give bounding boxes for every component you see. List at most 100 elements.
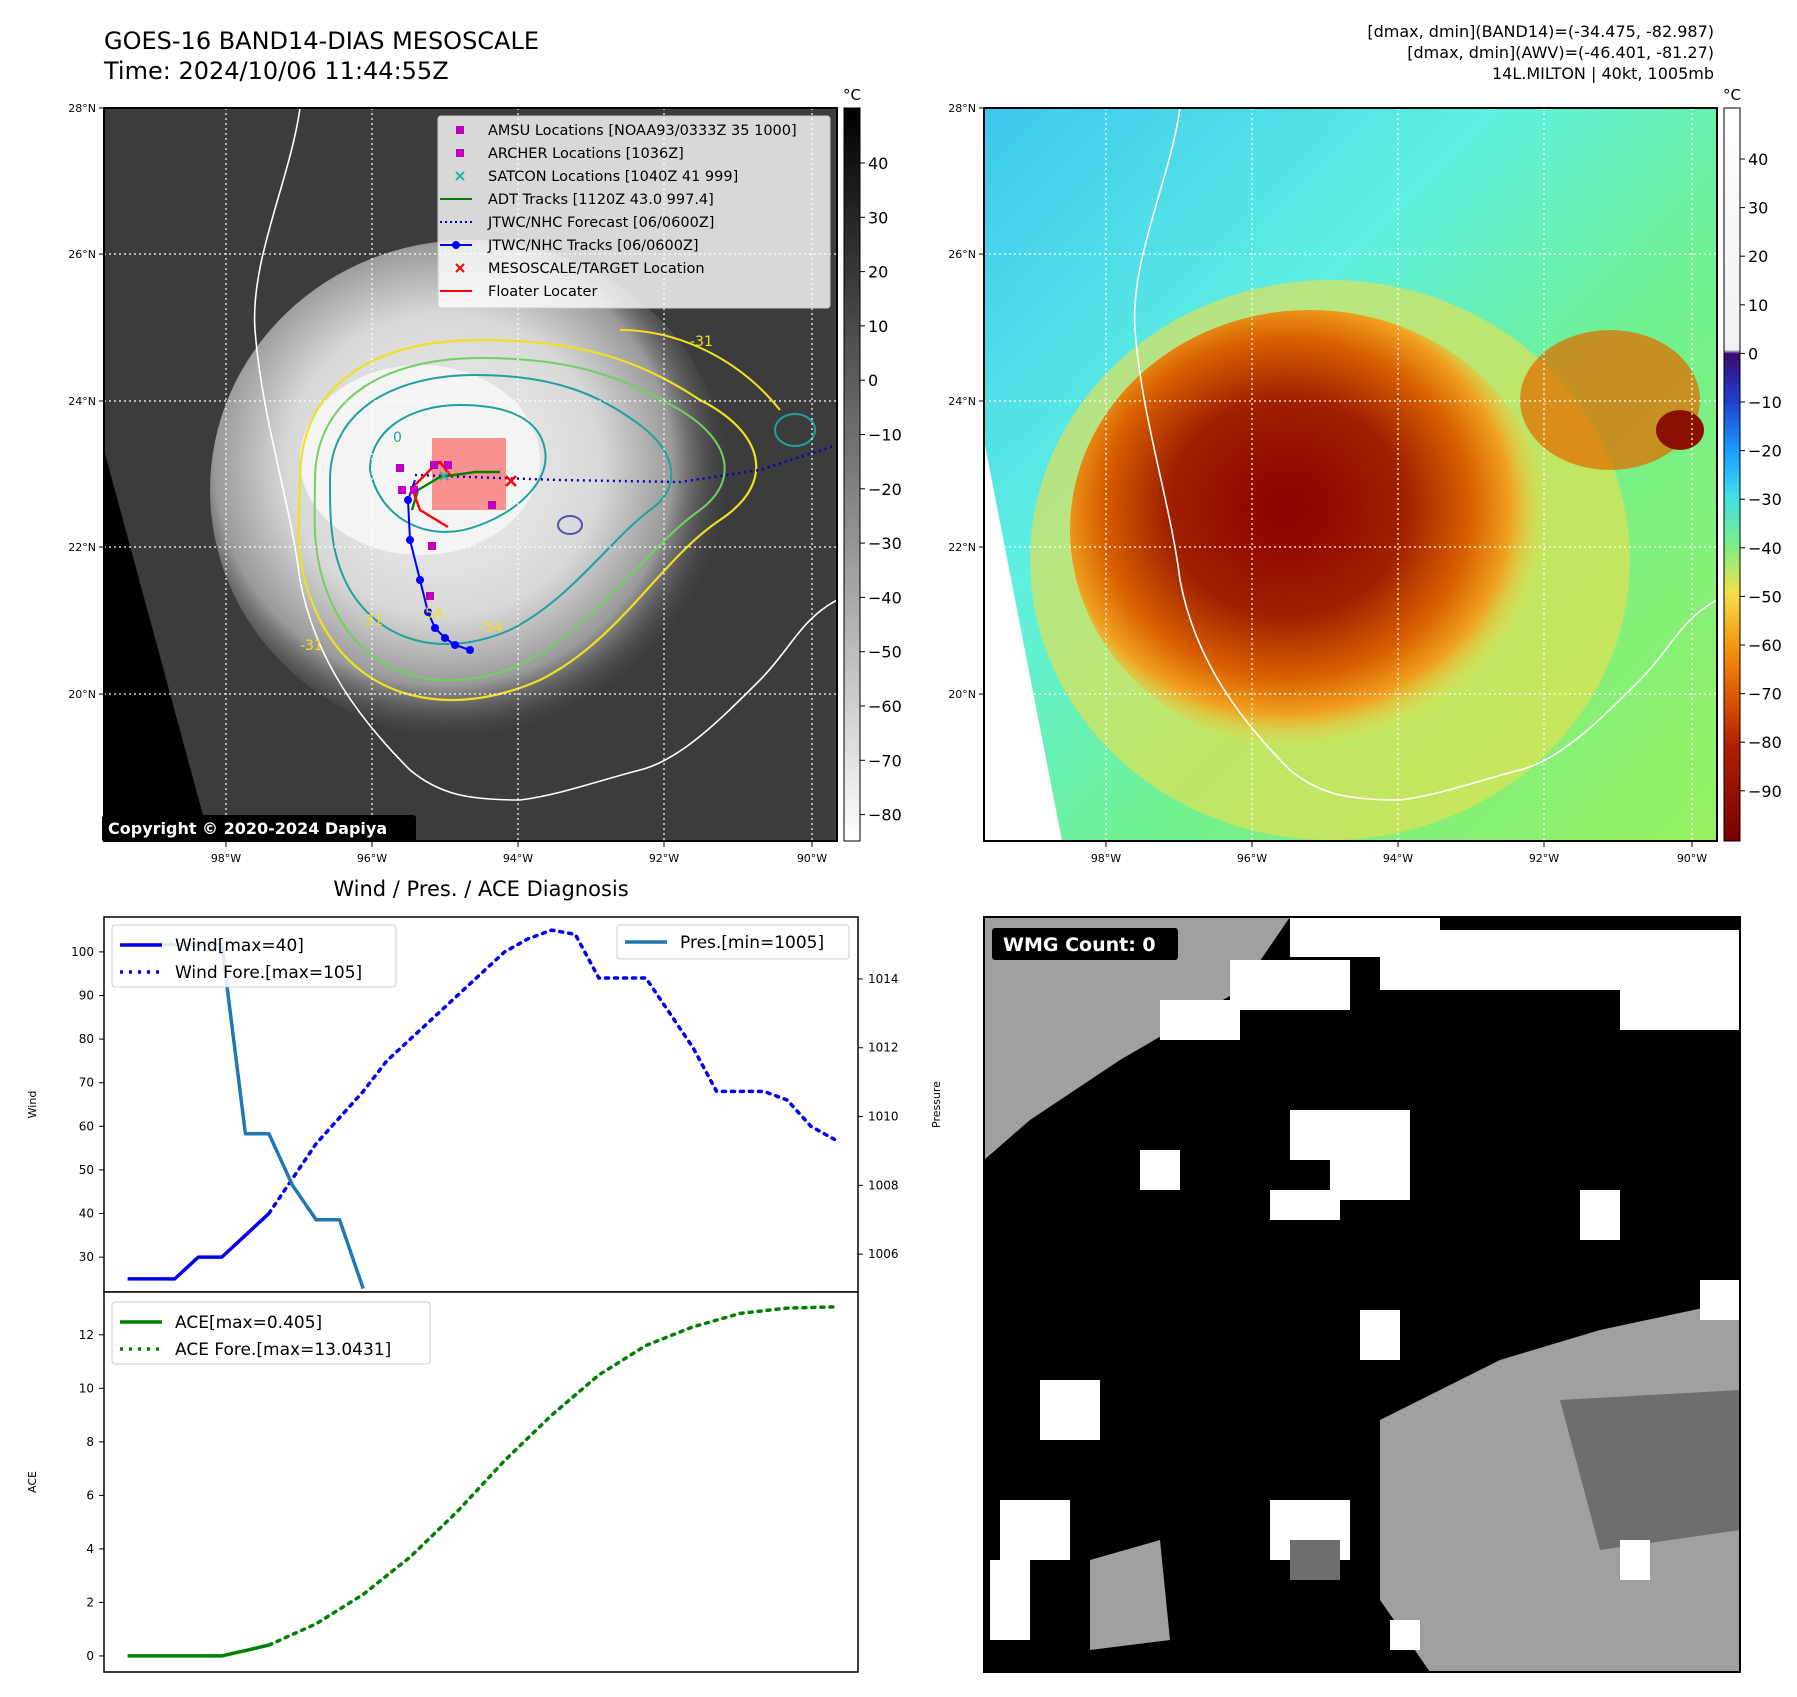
wmg-gray-region-sw xyxy=(1090,1540,1170,1650)
awv-coastline xyxy=(1133,108,1717,801)
title-line-2: Time: 2024/10/06 11:44:55Z xyxy=(104,57,449,85)
contour-label: -31 xyxy=(690,334,713,350)
ir-contour-blue-cell xyxy=(557,515,583,535)
legend-marker-square xyxy=(456,149,464,157)
wind-chart-y2tick-label: 1012 xyxy=(868,1041,899,1055)
ir-colorbar xyxy=(843,107,861,842)
awv-colorbar-tick-label: −20 xyxy=(1748,442,1782,461)
amsu-archer-marker xyxy=(430,461,438,469)
awv-lon-label: 92°W xyxy=(1529,852,1559,865)
wind-pressure-chart: 30 40 50 60 70 80 90 100 Wind 1006 1008 1010 1012 101… xyxy=(26,916,943,1293)
awv-colorbar-unit: °C xyxy=(1723,86,1741,104)
awv-colorbar-tick-label: −10 xyxy=(1748,393,1782,412)
awv-lon-label: 90°W xyxy=(1677,852,1707,865)
fix-markers xyxy=(396,461,517,600)
jtwc-track-point xyxy=(404,496,412,504)
wmg-white-cell xyxy=(1140,1150,1180,1190)
wind-chart-y2tick-label: 1006 xyxy=(868,1247,899,1261)
jtwc-track-point xyxy=(451,641,459,649)
wmg-panel: WMG Count: 0 xyxy=(984,917,1740,1672)
diagnosis-title: Wind / Pres. / ACE Diagnosis xyxy=(333,877,628,901)
wmg-white-cell xyxy=(1700,1280,1740,1320)
legend-marker-x xyxy=(455,171,465,181)
jtwc-track-point xyxy=(424,608,432,616)
ir-lon-label: 98°W xyxy=(211,852,241,865)
ir-contour-teal xyxy=(328,373,673,646)
jtwc-track-dots xyxy=(404,496,474,654)
legend-entry-label: ADT Tracks [1120Z 43.0 997.4] xyxy=(488,192,714,208)
ir-colorbar-tick-label: −80 xyxy=(868,806,902,825)
wmg-darkgray-cell xyxy=(1290,1540,1340,1580)
ace-chart-ytick-label: 6 xyxy=(86,1488,94,1502)
wind-chart-ytick-label: 100 xyxy=(71,945,94,959)
awv-map-axes: 28°N 26°N 24°N 22°N 20°N 98°W 96°W 94°W 92°W 90°W xyxy=(948,102,1707,865)
wind-chart-ytick-label: 70 xyxy=(79,1076,94,1090)
wmg-white-cell xyxy=(1000,1500,1070,1560)
ace-chart: 0 2 4 6 8 10 12 ACE ACE[max=0.405] ACE Fore.[max=… xyxy=(26,1291,859,1673)
wmg-frame xyxy=(983,916,1741,1673)
ir-colorbar-tick-label: 30 xyxy=(868,208,888,227)
ace-legend-box xyxy=(111,1301,431,1365)
awv-lon-label: 98°W xyxy=(1091,852,1121,865)
wind-chart-ytick-label: 30 xyxy=(79,1250,94,1264)
ir-colorbar-tick-label: −30 xyxy=(868,534,902,553)
floater-track xyxy=(410,460,451,529)
ir-colorbar-tick-label: 40 xyxy=(868,154,888,173)
ir-contour-yellow xyxy=(297,338,758,702)
wind-legend-label: Wind Fore.[max=105] xyxy=(175,963,362,983)
amsu-archer-marker xyxy=(488,501,496,509)
ir-lon-label: 94°W xyxy=(503,852,533,865)
awv-colorbar-ticks: 40 30 20 10 0 −10 −20 −30 −40 −50 −60 −70 −80 −90 xyxy=(1740,150,1782,801)
awv-map-panel xyxy=(984,108,1717,841)
ir-colorbar-tick-label: −70 xyxy=(868,751,902,770)
awv-colorbar xyxy=(1723,107,1741,842)
ir-colorbar-unit: °C xyxy=(843,86,861,104)
wmg-label-box xyxy=(992,928,1178,960)
wind-chart-y2tick-label: 1014 xyxy=(868,972,899,986)
wmg-white-cell xyxy=(990,1560,1030,1640)
ace-chart-ytick-label: 8 xyxy=(86,1435,94,1449)
awv-colorbar-tick-label: −80 xyxy=(1748,733,1782,752)
awv-no-data-region xyxy=(984,440,1062,841)
wmg-white-cell xyxy=(1390,1620,1420,1650)
awv-lat-label: 20°N xyxy=(948,688,976,701)
awv-gridlines xyxy=(984,108,1717,841)
contour-label: -31 xyxy=(300,638,323,654)
ace-chart-ytick-label: 2 xyxy=(86,1595,94,1609)
ace-chart-series-line xyxy=(267,1305,837,1647)
ir-colorbar-ticks: 40 30 20 10 0 −10 −20 −30 −40 −50 −60 −70 −80 xyxy=(860,154,902,825)
wmg-white-cell xyxy=(1620,1540,1650,1580)
wind-chart-ylabel: Wind xyxy=(26,1091,39,1119)
wind-chart-ytick-label: 40 xyxy=(79,1207,94,1221)
contour-label: -5A xyxy=(420,606,444,622)
wmg-gray-region-nw xyxy=(984,917,1290,1160)
title-line-1: GOES-16 BAND14-DIAS MESOSCALE xyxy=(104,27,540,55)
ace-legend-label: ACE[max=0.405] xyxy=(175,1313,322,1333)
ir-contour-east-cell xyxy=(774,413,816,447)
wind-chart-ytick-label: 90 xyxy=(79,988,94,1002)
ir-lat-label: 20°N xyxy=(68,688,96,701)
ir-coastline xyxy=(253,108,837,801)
wind-legend-label: Wind[max=40] xyxy=(175,936,304,956)
contour-labels: -31 -5A -31 -54 0 -31 xyxy=(300,334,713,654)
legend-marker-square xyxy=(456,126,464,134)
amsu-archer-marker xyxy=(410,486,418,494)
wind-chart-ytick-label: 80 xyxy=(79,1032,94,1046)
jtwc-track-point xyxy=(466,646,474,654)
ace-chart-ytick-label: 12 xyxy=(79,1328,94,1342)
ir-lat-label: 28°N xyxy=(68,102,96,115)
legend-entry-label: SATCON Locations [1040Z 41 999] xyxy=(488,169,738,185)
awv-colorbar-tick-label: −40 xyxy=(1748,539,1782,558)
awv-lat-label: 22°N xyxy=(948,541,976,554)
legend-marker-dot xyxy=(452,241,460,249)
ir-map-axes: 28°N 26°N 24°N 22°N 20°N 98°W 96°W 94°W 92°W 90°W xyxy=(68,102,827,865)
ir-colorbar-tick-label: −10 xyxy=(868,426,902,445)
wind-chart-y2label: Pressure xyxy=(930,1081,943,1128)
awv-lon-label: 94°W xyxy=(1383,852,1413,865)
ir-colorbar-tick-label: 0 xyxy=(868,371,878,390)
wind-chart-series-line xyxy=(127,1212,271,1281)
awv-colorbar-tick-label: −70 xyxy=(1748,685,1782,704)
wind-legend-box xyxy=(111,924,397,988)
ir-lat-label: 22°N xyxy=(68,541,96,554)
pressure-legend-label: Pres.[min=1005] xyxy=(680,933,824,953)
